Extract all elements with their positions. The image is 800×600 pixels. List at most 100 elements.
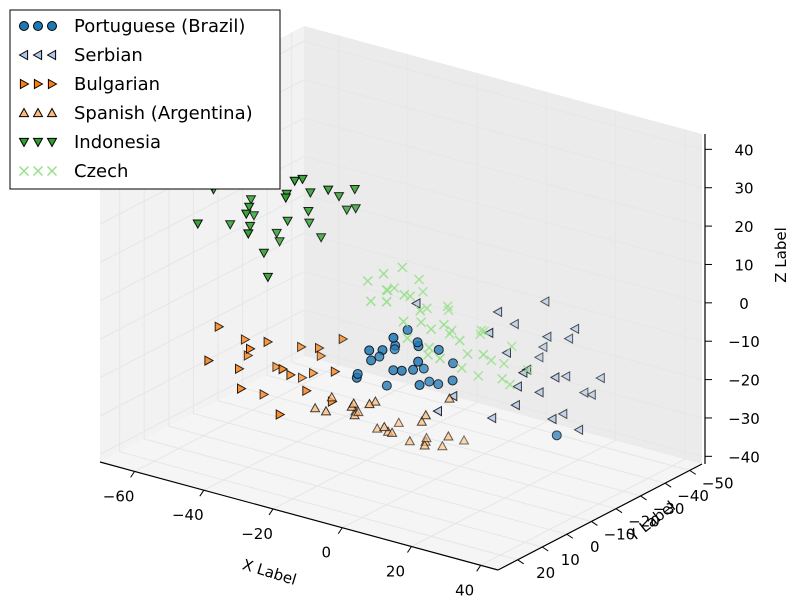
data-point xyxy=(370,395,381,406)
data-point xyxy=(315,233,327,243)
x-axis-label: X Label xyxy=(240,555,298,588)
data-point xyxy=(224,220,236,230)
data-point xyxy=(240,209,252,220)
data-point xyxy=(382,285,393,296)
legend-marker-stroke xyxy=(46,165,58,177)
data-point xyxy=(381,380,392,391)
data-point xyxy=(506,341,517,352)
grid-line-z xyxy=(99,309,703,419)
data-point-stroke xyxy=(473,370,484,381)
data-point xyxy=(315,342,325,354)
y-tick-label: −10 xyxy=(604,525,636,543)
data-point-stroke xyxy=(426,324,437,335)
data-point-stroke xyxy=(382,285,393,296)
data-point xyxy=(237,383,247,394)
data-point xyxy=(551,430,562,441)
y-tick-label: 10 xyxy=(561,551,580,569)
data-point-stroke xyxy=(522,364,533,375)
data-point xyxy=(421,303,432,314)
data-point-stroke xyxy=(438,319,449,330)
data-point xyxy=(437,440,448,451)
grid-line-y xyxy=(143,109,543,548)
grid-line-y xyxy=(192,83,592,522)
x-tick xyxy=(476,565,482,572)
data-point-stroke xyxy=(424,342,435,353)
data-point xyxy=(419,439,431,450)
data-point-stroke xyxy=(444,328,455,339)
data-point xyxy=(454,335,465,346)
data-point-stroke xyxy=(389,282,400,294)
data-point xyxy=(388,332,399,343)
data-point xyxy=(298,372,308,384)
data-point xyxy=(418,363,429,374)
legend-label: Bulgarian xyxy=(74,74,160,95)
y-tick xyxy=(615,508,623,514)
data-point xyxy=(512,381,522,392)
data-point xyxy=(378,268,389,279)
data-point-stroke xyxy=(435,353,446,364)
y-tick-label: −20 xyxy=(628,513,660,531)
data-point xyxy=(364,345,375,356)
z-axis-label: Z Label xyxy=(772,227,790,283)
data-point xyxy=(438,319,449,330)
legend-marker xyxy=(46,49,57,61)
data-point xyxy=(272,361,283,373)
data-point xyxy=(214,321,225,333)
data-point xyxy=(262,272,274,283)
data-point xyxy=(322,185,334,196)
data-point xyxy=(560,370,571,382)
data-point xyxy=(397,262,408,273)
legend: Portuguese (Brazil) Serbian Bulgarian Spani… xyxy=(9,9,281,190)
data-point xyxy=(492,306,503,318)
grid-line-x xyxy=(203,54,409,491)
data-point xyxy=(486,412,497,424)
data-point-stroke xyxy=(381,296,392,307)
data-point-stroke xyxy=(416,317,427,328)
legend-marker xyxy=(19,78,30,90)
data-point xyxy=(246,343,256,355)
data-point xyxy=(393,417,405,427)
tick-labels: −60−40−200204020100−10−20−30−40−50403020… xyxy=(103,141,760,599)
x-tick-label: 20 xyxy=(386,563,405,581)
data-point xyxy=(443,430,454,441)
data-point-stroke xyxy=(415,305,426,316)
series-3 xyxy=(309,391,470,451)
data-point xyxy=(414,274,425,285)
data-point xyxy=(235,363,245,375)
y-tick xyxy=(664,482,672,488)
data-point xyxy=(297,341,307,353)
legend-label: Czech xyxy=(74,161,128,182)
legend-marker xyxy=(32,165,44,177)
legend-marker xyxy=(18,49,29,61)
data-point xyxy=(326,391,338,402)
legend-marker xyxy=(32,49,43,61)
data-point xyxy=(416,416,428,426)
grid-line-x xyxy=(342,91,547,529)
data-point xyxy=(413,356,424,367)
data-point xyxy=(478,349,489,360)
legend-label: Spanish (Argentina) xyxy=(74,103,253,124)
data-point xyxy=(366,355,377,366)
grid-line-x xyxy=(272,73,478,510)
legend-marker xyxy=(18,137,30,148)
data-point xyxy=(573,424,584,436)
data-point-stroke xyxy=(421,303,432,314)
data-point xyxy=(578,387,589,398)
legend-marker-stroke xyxy=(32,165,44,177)
data-point xyxy=(435,353,446,364)
data-point-stroke xyxy=(402,333,413,344)
x-tick xyxy=(407,546,412,553)
data-point xyxy=(420,409,432,420)
x-tick-label: −60 xyxy=(103,487,135,505)
data-point xyxy=(408,364,419,375)
y-tick-label: 0 xyxy=(590,538,600,556)
data-point xyxy=(423,349,434,360)
y-tick xyxy=(541,546,549,552)
y-tick-label: 20 xyxy=(536,564,555,582)
data-point xyxy=(443,305,454,316)
y-tick xyxy=(640,495,647,501)
data-point-stroke xyxy=(414,274,425,285)
data-point xyxy=(248,211,260,221)
x-tick xyxy=(268,508,274,516)
